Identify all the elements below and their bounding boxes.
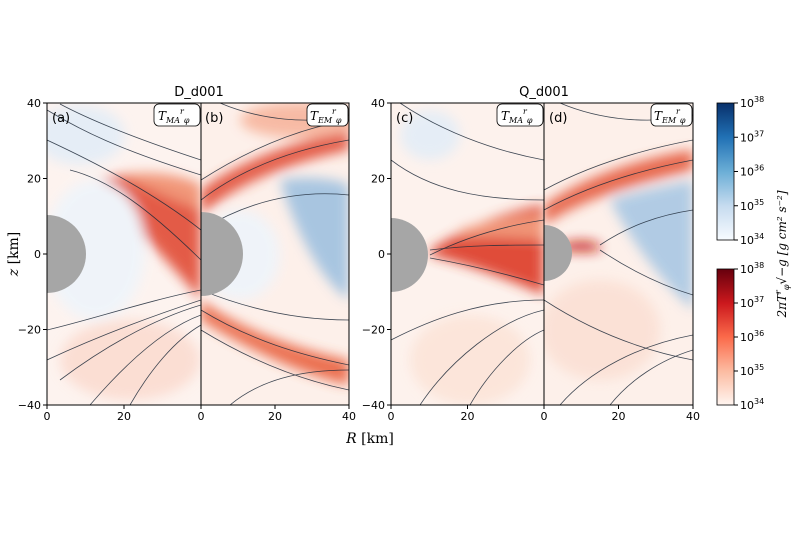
panel-b-red-lower-arc <box>201 300 349 385</box>
panel-c-label: (c) <box>396 111 413 126</box>
panel-c-y-tick-label: 20 <box>371 173 385 186</box>
y-axis-label: z [km] <box>6 232 22 278</box>
colorbar-negative-gradient <box>716 102 735 241</box>
panel-c-neutron-star <box>391 218 428 292</box>
panel-a-blue-upper <box>47 105 125 165</box>
panel-d <box>544 103 693 405</box>
panel-c-y-tick-label: −20 <box>362 324 385 337</box>
panel-d-x-tick-label: 20 <box>612 410 626 423</box>
panel-a-x-tick-label: 20 <box>117 410 131 423</box>
colorbar-negative-tick-label: 1037 <box>740 129 764 144</box>
group-title-d-d001: D_d001 <box>174 85 224 100</box>
panel-a-blue-core <box>47 180 145 320</box>
panel-c-component-label: TMArφ <box>496 103 544 127</box>
panel-c-red-lower <box>410 315 530 405</box>
colorbar-positive-tick-label: 1036 <box>740 329 764 344</box>
panel-b-neutron-star <box>201 212 243 296</box>
panel-d-blue-lobe <box>610 180 693 310</box>
panel-b-x-tick-label: 20 <box>268 410 282 423</box>
x-axis-label: R [km] <box>345 431 394 447</box>
panel-d-component-label: TEMrφ <box>650 103 693 127</box>
panel-a-red-lower <box>60 320 200 400</box>
panel-c-x-tick-label: 20 <box>461 410 475 423</box>
panel-c-y-tick-label: −40 <box>362 399 385 412</box>
panel-a-red-plume <box>120 173 201 210</box>
panel-d-red-lower <box>544 280 660 380</box>
panel-b <box>201 103 349 405</box>
colorbar-positive-gradient <box>716 268 735 406</box>
panel-c-y-tick-label: 0 <box>378 248 385 261</box>
panel-c-red-upper <box>460 215 544 240</box>
panel-a-y-tick-label: 40 <box>27 97 41 110</box>
colorbar-negative-tick-label: 1034 <box>740 232 764 247</box>
colorbar-positive-tick-label: 1034 <box>740 397 764 412</box>
panel-a-y-tick-label: −20 <box>18 324 41 337</box>
colorbar-negative-tick-label: 1035 <box>740 198 764 213</box>
panel-d-neutron-star <box>544 225 572 281</box>
colorbar-positive-tick-label: 1038 <box>740 261 764 276</box>
panel-d-label: (d) <box>549 111 567 126</box>
panel-a-x-tick-label: 0 <box>44 410 51 423</box>
panel-a-streamlines <box>47 103 201 405</box>
panel-b-blue-lobe <box>280 177 349 300</box>
panel-b-x-tick-label: 40 <box>342 410 356 423</box>
panel-b-label: (b) <box>205 111 223 126</box>
panel-d-x-tick-label: 40 <box>686 410 700 423</box>
panel-c <box>391 103 544 405</box>
panel-c-y-tick-label: 40 <box>371 97 385 110</box>
panel-c-x-tick-label: 0 <box>388 410 395 423</box>
panel-b-component-label: TEMrφ <box>306 103 349 127</box>
panel-b-x-tick-label: 0 <box>198 410 205 423</box>
panel-a-y-tick-label: 0 <box>34 248 41 261</box>
panel-c-blue-upper <box>400 110 460 160</box>
panel-a-neutron-star <box>47 215 86 293</box>
colorbar-negative-tick-label: 1038 <box>740 95 764 110</box>
panel-d-x-tick-label: 0 <box>541 410 548 423</box>
panel-a-label: (a) <box>52 111 70 126</box>
colorbar-negative <box>716 102 735 241</box>
colorbar-positive-tick-label: 1035 <box>740 363 764 378</box>
panel-a-component-label: TMArφ <box>153 103 201 127</box>
panel-d-red-upper-arc <box>544 150 693 225</box>
panel-a-y-tick-label: 20 <box>27 173 41 186</box>
colorbar-ticks: 1038 1037 1036 1035 1034 1038 1037 1036 1035 1034 <box>734 95 764 412</box>
panel-c-streamlines <box>391 103 544 405</box>
panel-a <box>47 103 201 405</box>
colorbar-negative-tick-label: 1036 <box>740 164 764 179</box>
colorbar-positive <box>716 268 735 406</box>
panel-a-y-tick-label: −40 <box>18 399 41 412</box>
group-title-q-d001: Q_d001 <box>519 85 569 100</box>
colorbar-positive-tick-label: 1037 <box>740 295 764 310</box>
panel-b-red-upper-arc <box>201 130 349 215</box>
panel-d-streamlines <box>544 103 693 405</box>
colorbar-label: 2πTrφ√−g [g cm² s⁻²] <box>774 190 791 318</box>
